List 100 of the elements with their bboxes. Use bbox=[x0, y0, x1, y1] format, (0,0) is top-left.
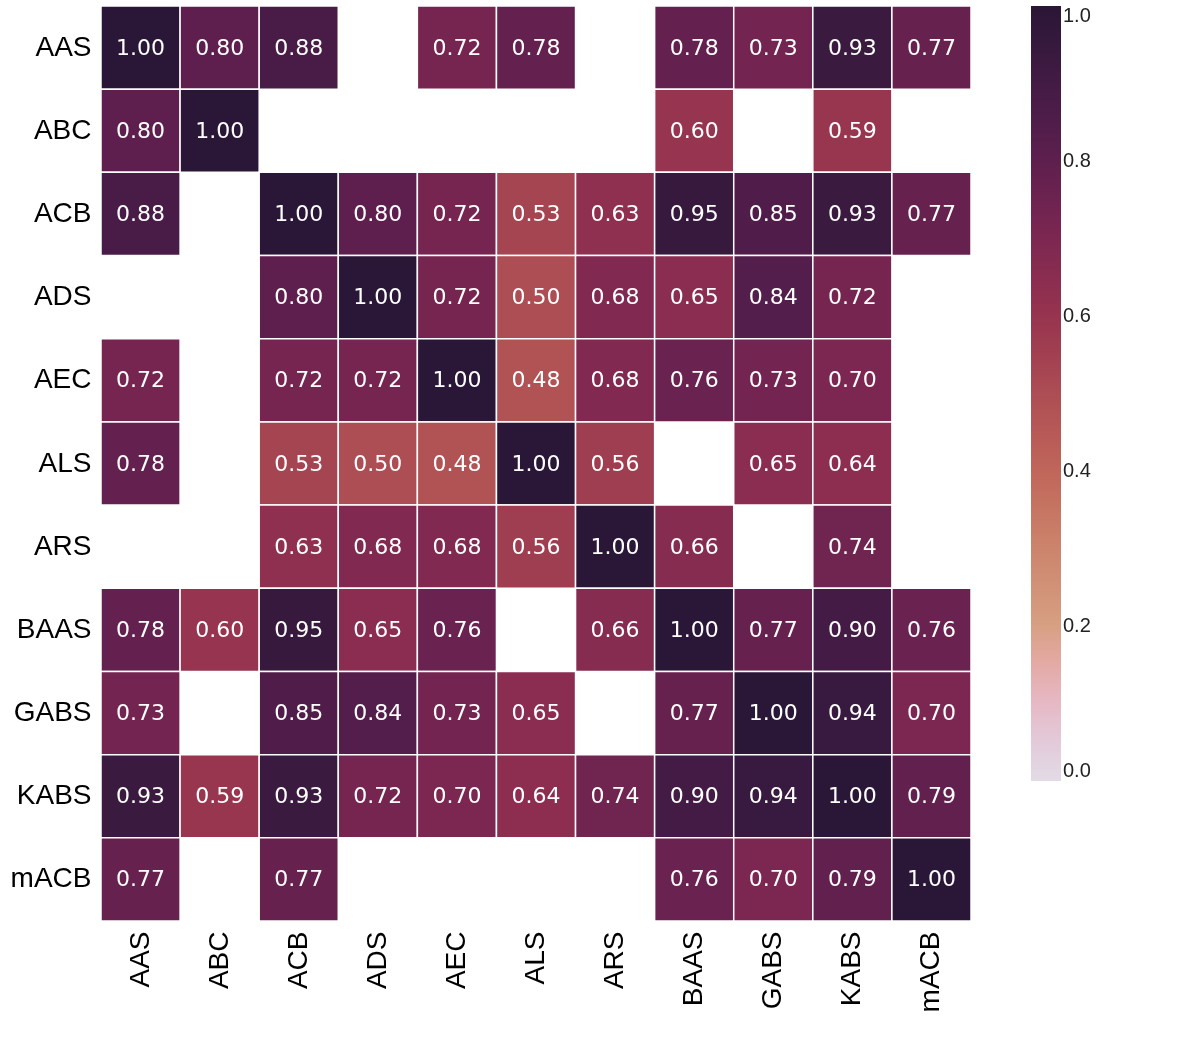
data-label: 0.65 bbox=[748, 450, 798, 476]
data-label: 1.00 bbox=[274, 200, 324, 226]
y-tick-label: BAAS bbox=[16, 612, 92, 644]
data-label: 0.73 bbox=[748, 34, 798, 60]
y-tick-label: ABC bbox=[33, 113, 92, 145]
data-label: 0.93 bbox=[827, 200, 877, 226]
y-tick-label: KABS bbox=[16, 779, 92, 811]
data-label: 0.95 bbox=[274, 616, 324, 642]
data-label: 0.72 bbox=[274, 367, 324, 393]
color-bar-label: 0.2 bbox=[1063, 614, 1091, 636]
data-label: 0.94 bbox=[748, 783, 798, 809]
x-tick-label: ACB bbox=[281, 931, 313, 990]
data-label: 0.72 bbox=[116, 367, 166, 393]
data-label: 0.77 bbox=[116, 866, 166, 892]
data-label: 0.50 bbox=[353, 450, 403, 476]
data-label: 0.53 bbox=[274, 450, 324, 476]
data-label: 0.73 bbox=[432, 700, 482, 726]
data-label: 0.77 bbox=[906, 34, 956, 60]
data-label: 0.76 bbox=[432, 616, 482, 642]
data-label: 0.94 bbox=[827, 700, 877, 726]
y-tick-label: ARS bbox=[33, 529, 92, 561]
data-label: 0.72 bbox=[353, 783, 403, 809]
y-tick-label: AEC bbox=[33, 363, 92, 395]
y-tick-label: ADS bbox=[33, 280, 92, 312]
data-label: 0.90 bbox=[669, 783, 719, 809]
data-label: 0.80 bbox=[274, 284, 324, 310]
data-label: 0.88 bbox=[274, 34, 324, 60]
data-label: 0.78 bbox=[669, 34, 719, 60]
data-label: 0.56 bbox=[511, 533, 561, 559]
x-tick-label: BAAS bbox=[677, 931, 709, 1007]
data-label: 0.80 bbox=[116, 117, 166, 143]
data-label: 0.68 bbox=[590, 284, 640, 310]
data-label: 1.00 bbox=[748, 700, 798, 726]
data-label: 0.56 bbox=[590, 450, 640, 476]
data-label: 0.77 bbox=[274, 866, 324, 892]
data-label: 0.77 bbox=[748, 616, 798, 642]
data-label: 0.79 bbox=[827, 866, 877, 892]
data-label: 1.00 bbox=[195, 117, 245, 143]
data-label: 0.78 bbox=[511, 34, 561, 60]
data-label: 0.74 bbox=[827, 533, 877, 559]
data-label: 1.00 bbox=[906, 866, 956, 892]
color-bar-label: 0.8 bbox=[1063, 149, 1091, 171]
color-bar-label: 0.0 bbox=[1063, 759, 1091, 781]
data-label: 0.76 bbox=[906, 616, 956, 642]
data-label: 1.00 bbox=[827, 783, 877, 809]
color-bar-label: 0.6 bbox=[1063, 304, 1091, 326]
data-label: 0.68 bbox=[353, 533, 403, 559]
x-tick-label: ARS bbox=[598, 931, 630, 990]
data-label: 0.68 bbox=[590, 367, 640, 393]
data-label: 0.84 bbox=[748, 284, 798, 310]
data-label: 0.66 bbox=[669, 533, 719, 559]
data-label: 0.66 bbox=[590, 616, 640, 642]
data-label: 0.72 bbox=[432, 200, 482, 226]
data-label: 0.73 bbox=[116, 700, 166, 726]
data-label: 0.70 bbox=[748, 866, 798, 892]
data-label: 0.80 bbox=[195, 34, 245, 60]
x-tick-label: ABC bbox=[202, 931, 234, 990]
data-label: 1.00 bbox=[511, 450, 561, 476]
data-label: 0.65 bbox=[353, 616, 403, 642]
data-label: 0.48 bbox=[511, 367, 561, 393]
data-label: 0.70 bbox=[906, 700, 956, 726]
data-label: 0.84 bbox=[353, 700, 403, 726]
data-label: 0.78 bbox=[116, 616, 166, 642]
data-label: 0.65 bbox=[511, 700, 561, 726]
data-label: 1.00 bbox=[353, 284, 403, 310]
data-label: 0.80 bbox=[353, 200, 403, 226]
y-tick-label: mACB bbox=[10, 862, 92, 894]
data-label: 1.00 bbox=[432, 367, 482, 393]
data-label: 0.77 bbox=[669, 700, 719, 726]
data-label: 0.65 bbox=[669, 284, 719, 310]
data-label: 0.64 bbox=[827, 450, 877, 476]
data-label: 0.59 bbox=[195, 783, 245, 809]
color-bar-label: 0.4 bbox=[1063, 459, 1091, 481]
data-label: 0.90 bbox=[827, 616, 877, 642]
data-label: 0.64 bbox=[511, 783, 561, 809]
x-tick-label: KABS bbox=[835, 931, 867, 1007]
data-label: 0.68 bbox=[432, 533, 482, 559]
data-label: 0.72 bbox=[432, 34, 482, 60]
data-label: 0.93 bbox=[274, 783, 324, 809]
data-label: 0.79 bbox=[906, 783, 956, 809]
data-label: 0.72 bbox=[827, 284, 877, 310]
x-tick-label: GABS bbox=[756, 931, 788, 1010]
x-tick-label: AAS bbox=[123, 931, 155, 988]
data-label: 0.93 bbox=[116, 783, 166, 809]
data-label: 0.95 bbox=[669, 200, 719, 226]
data-label: 1.00 bbox=[116, 34, 166, 60]
data-label: 0.60 bbox=[669, 117, 719, 143]
data-label: 0.53 bbox=[511, 200, 561, 226]
data-label: 0.78 bbox=[116, 450, 166, 476]
data-label: 0.70 bbox=[432, 783, 482, 809]
data-label: 0.77 bbox=[906, 200, 956, 226]
y-tick-label: ALS bbox=[38, 446, 92, 478]
y-tick-label: AAS bbox=[35, 30, 92, 62]
data-label: 0.59 bbox=[827, 117, 877, 143]
x-tick-label: AEC bbox=[439, 931, 471, 990]
data-label: 0.73 bbox=[748, 367, 798, 393]
data-label: 0.85 bbox=[748, 200, 798, 226]
data-label: 0.72 bbox=[353, 367, 403, 393]
x-tick-label: ADS bbox=[360, 931, 392, 990]
color-bar-label: 1.0 bbox=[1063, 4, 1091, 26]
